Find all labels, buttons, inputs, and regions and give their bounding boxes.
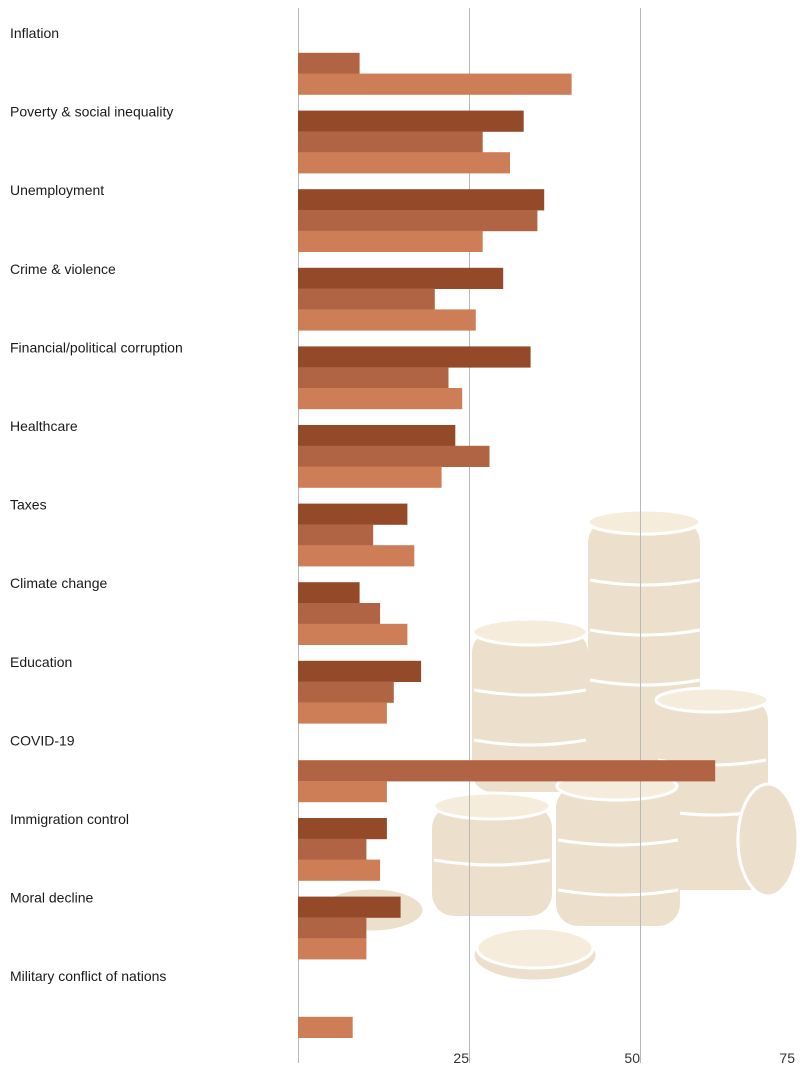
coin-stacks-illustration [318,508,800,983]
bar-healthcare-series-2 [298,445,490,467]
category-label-taxes: Taxes [10,497,47,513]
category-label-healthcare: Healthcare [10,418,78,434]
bar-poverty-social-inequality-series-2 [298,131,483,153]
x-tick-label-75: 75 [779,1050,795,1066]
bar-covid-19-series-2 [298,760,716,782]
bar-covid-19-series-3 [298,781,387,803]
bar-poverty-social-inequality-series-3 [298,152,510,174]
bar-moral-decline-series-3 [298,938,367,960]
bar-healthcare-series-1 [298,425,456,447]
bar-climate-change-series-1 [298,582,360,604]
bar-healthcare-series-3 [298,466,442,488]
category-label-inflation: Inflation [10,25,59,41]
bar-moral-decline-series-1 [298,896,401,918]
bar-crime-violence-series-1 [298,267,504,289]
bar-inflation-series-3 [298,73,572,95]
category-label-crime-violence: Crime & violence [10,261,116,277]
bar-immigration-control-series-3 [298,859,381,881]
category-label-education: Education [10,654,72,670]
bar-immigration-control-series-1 [298,818,387,840]
bar-moral-decline-series-2 [298,917,367,939]
bar-education-series-2 [298,681,394,703]
category-label-financial-political-corruption: Financial/political corruption [10,339,183,355]
bar-poverty-social-inequality-series-1 [298,110,524,132]
category-label-poverty-social-inequality: Poverty & social inequality [10,104,173,120]
bar-climate-change-series-2 [298,603,381,625]
x-tick-label-25: 25 [453,1050,469,1066]
bar-taxes-series-1 [298,503,408,525]
bar-immigration-control-series-2 [298,838,367,860]
category-labels: Inflation Poverty & social inequality Unem… [10,25,183,984]
bar-financial-political-corruption-series-2 [298,367,449,389]
category-label-unemployment: Unemployment [10,182,104,198]
bar-unemployment-series-3 [298,230,483,252]
x-axis-tick-labels: 25 50 75 [453,1050,795,1066]
bar-education-series-1 [298,660,422,682]
category-label-immigration-control: Immigration control [10,811,129,827]
bar-crime-violence-series-3 [298,309,476,331]
bar-unemployment-series-1 [298,189,545,211]
bar-climate-change-series-3 [298,623,408,645]
bar-taxes-series-3 [298,545,415,567]
bar-financial-political-corruption-series-3 [298,388,463,410]
bar-military-conflict-of-nations-series-3 [298,1016,353,1038]
bars [298,52,716,1038]
bar-inflation-series-2 [298,52,360,74]
category-label-climate-change: Climate change [10,575,107,591]
category-label-covid-19: COVID-19 [10,732,75,748]
bar-unemployment-series-2 [298,210,538,232]
bar-taxes-series-2 [298,524,374,546]
bar-crime-violence-series-2 [298,288,435,310]
bar-financial-political-corruption-series-1 [298,346,531,368]
category-label-moral-decline: Moral decline [10,890,93,906]
x-tick-label-50: 50 [624,1050,640,1066]
bar-education-series-3 [298,702,387,724]
category-label-military-conflict-of-nations: Military conflict of nations [10,968,166,984]
